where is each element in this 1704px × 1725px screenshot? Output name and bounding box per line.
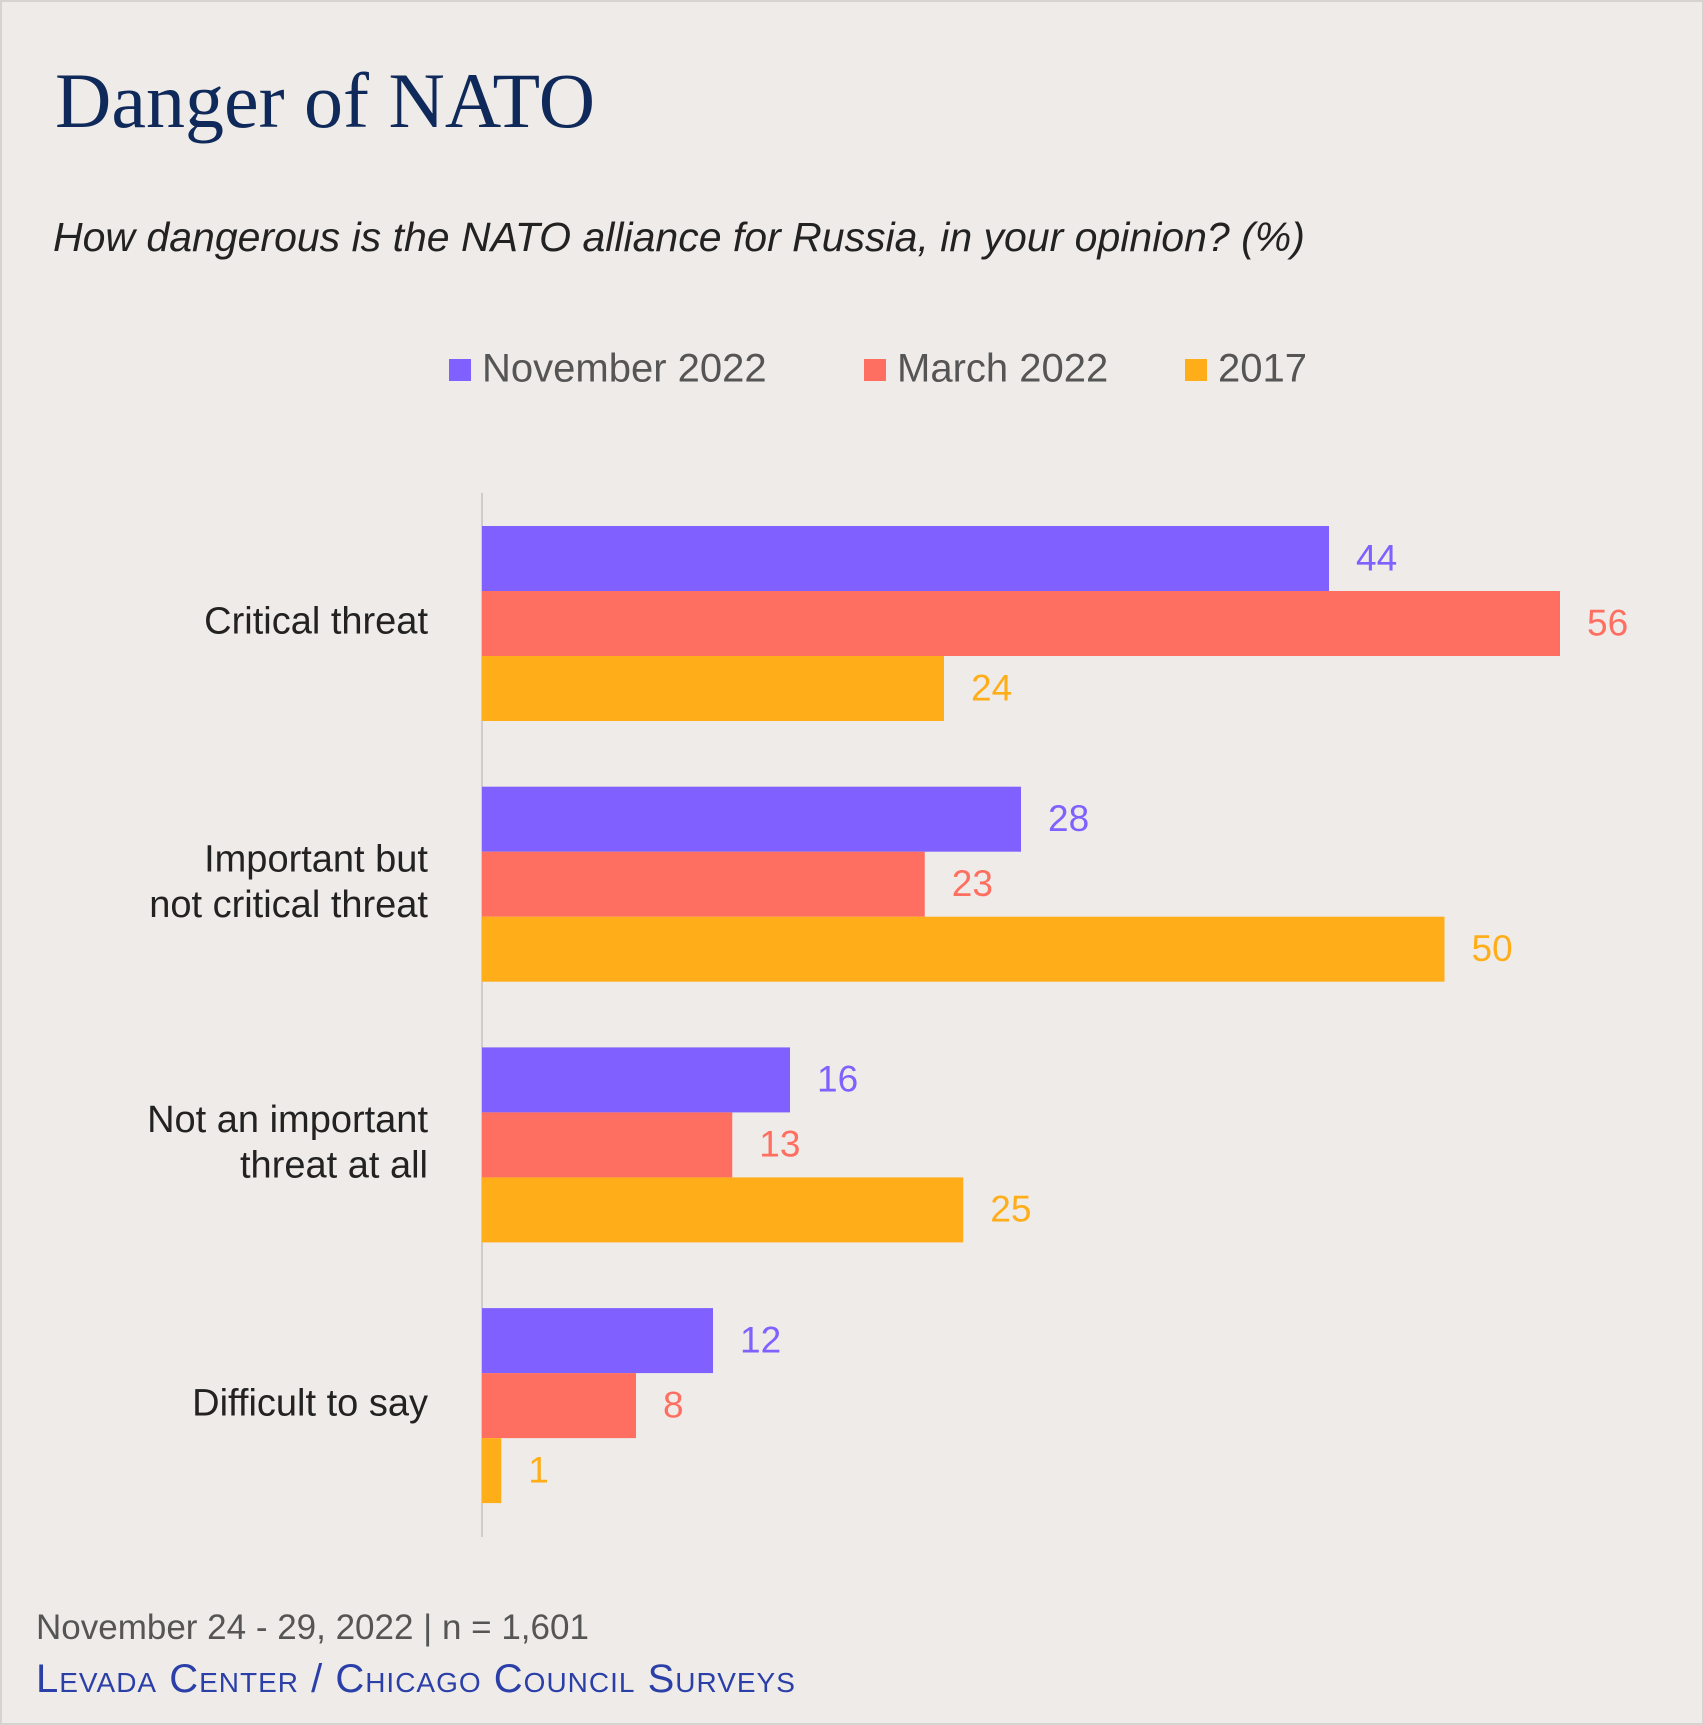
legend-label: November 2022 [482,347,767,391]
legend-swatch [1185,359,1207,381]
category-label: Important but not critical threat [149,838,428,926]
value-label: 24 [971,667,1012,708]
legend-label: 2017 [1218,347,1307,391]
bar [482,656,944,721]
legend-label: March 2022 [897,347,1108,391]
chart-subtitle: How dangerous is the NATO alliance for R… [53,214,1305,260]
chart-title: Danger of NATO [55,57,595,144]
bar [482,526,1329,591]
value-label: 50 [1472,928,1513,969]
value-label: 13 [759,1124,800,1165]
legend-swatch [449,359,471,381]
bar [482,1112,733,1178]
bar [482,1373,636,1439]
bar [482,851,925,917]
bar [482,1438,502,1504]
bar [482,916,1445,982]
value-label: 16 [817,1059,858,1100]
value-label: 23 [952,863,993,904]
value-label: 12 [740,1319,781,1360]
value-label: 44 [1356,537,1397,578]
value-label: 25 [990,1189,1031,1230]
category-label: Difficult to say [192,1383,428,1425]
category-label: Not an important threat at all [147,1099,428,1187]
value-label: 8 [663,1384,684,1425]
bar [482,591,1560,656]
value-label: 1 [528,1449,549,1490]
value-label: 56 [1587,602,1628,643]
bar [482,786,1021,852]
legend-swatch [864,359,886,381]
value-label: 28 [1048,798,1089,839]
bar [482,1047,790,1113]
bar [482,1308,713,1374]
footnote: November 24 - 29, 2022 | n = 1,601 [36,1608,589,1647]
bar [482,1177,964,1243]
source: Levada Center / Chicago Council Surveys [36,1657,796,1701]
category-label: Critical threat [204,601,428,643]
